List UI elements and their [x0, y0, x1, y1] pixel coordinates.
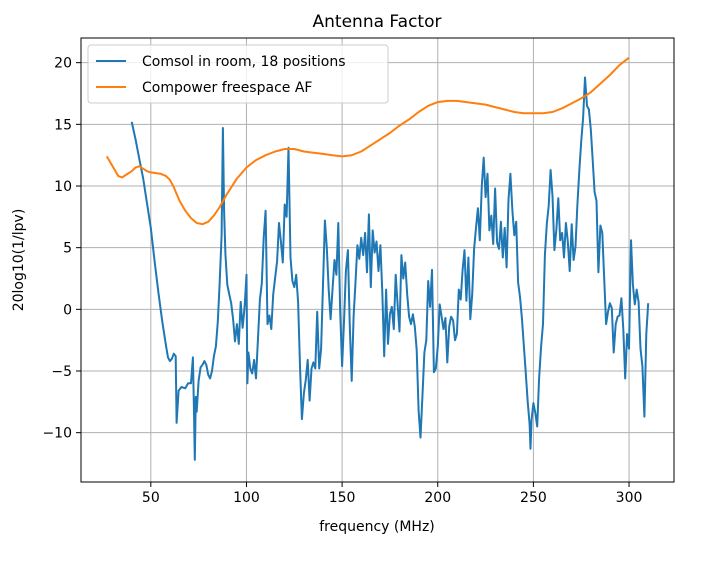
y-tick-label: 0 [63, 302, 72, 318]
chart-title: Antenna Factor [313, 12, 442, 32]
series-line-0 [130, 76, 650, 461]
legend-box [87, 44, 389, 104]
y-tick-label: 10 [54, 179, 72, 195]
y-tick-label: 20 [54, 56, 72, 72]
y-axis-label: 20log10(1/lpv) [11, 209, 27, 312]
x-tick-label: 150 [329, 490, 356, 506]
plot-frame [80, 37, 675, 483]
x-tick-label: 50 [142, 490, 160, 506]
legend: Comsol in room, 18 positions Compower fr… [87, 44, 389, 104]
x-tick-label: 100 [233, 490, 260, 506]
y-tick-label: 5 [63, 241, 72, 257]
series-line-1 [105, 56, 630, 226]
x-tick-label: 300 [616, 490, 643, 506]
y-tick-label: −5 [51, 364, 72, 380]
y-tick-label: −10 [42, 426, 72, 442]
ticks: 50 100 150 200 250 300 −10 −5 0 5 10 15 20 [42, 56, 642, 506]
series-layer [105, 56, 650, 461]
x-tick-label: 250 [520, 490, 547, 506]
legend-label-comsol: Comsol in room, 18 positions [142, 54, 346, 70]
x-tick-label: 200 [424, 490, 451, 506]
legend-label-compower: Compower freespace AF [142, 80, 312, 96]
y-tick-label: 15 [54, 117, 72, 133]
x-axis-label: frequency (MHz) [319, 519, 435, 535]
